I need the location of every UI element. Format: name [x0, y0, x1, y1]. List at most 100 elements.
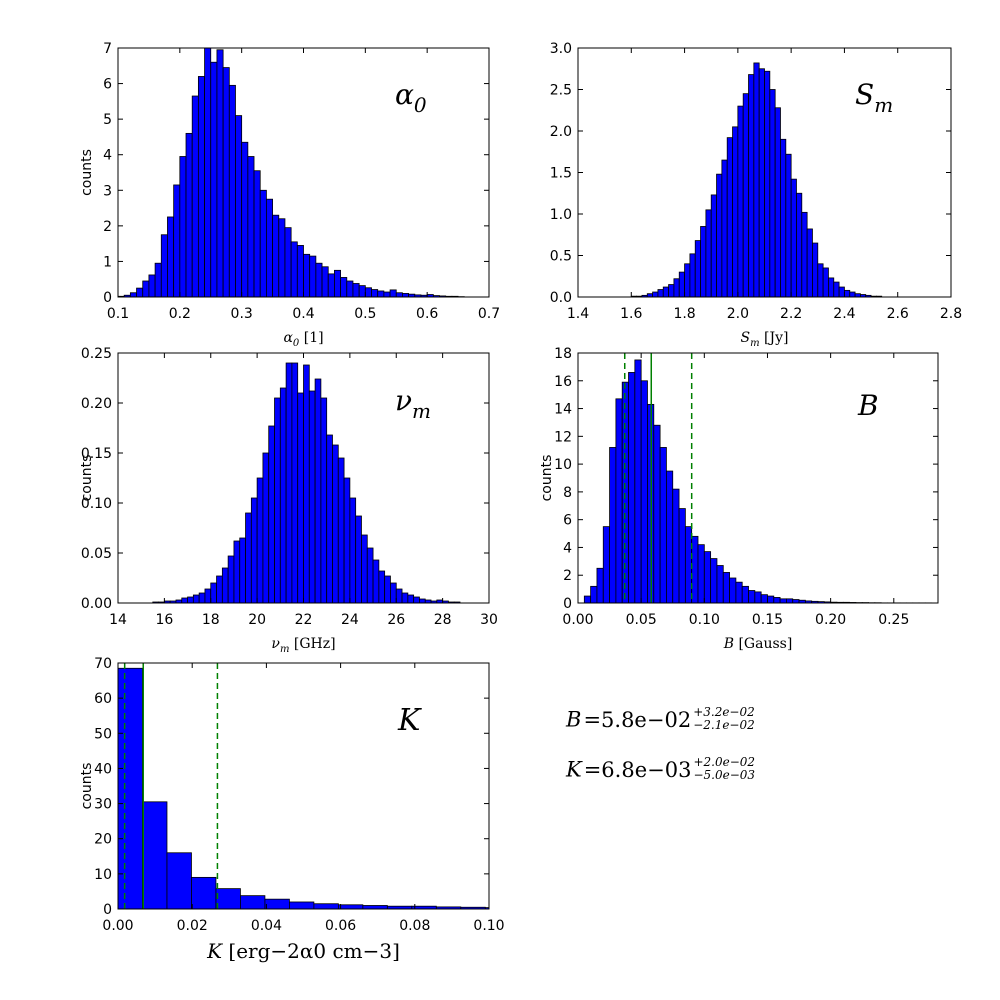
histogram-bar — [216, 575, 223, 604]
histogram-bar — [362, 905, 388, 910]
histogram-bar — [395, 292, 403, 298]
result-k-lower: −5.0e−03 — [693, 768, 756, 782]
histogram-bar — [337, 904, 364, 910]
histogram-bar — [308, 390, 316, 604]
y-tick-label: 3.0 — [550, 41, 572, 57]
histogram-bar — [245, 512, 252, 604]
histogram-bar — [326, 434, 333, 604]
x-axis-label: K [erg−2α0 cm−3] — [206, 939, 400, 963]
histogram-bar — [222, 67, 230, 298]
histogram-bar — [240, 895, 266, 910]
histogram-bar — [197, 76, 205, 298]
histogram-bar — [849, 291, 856, 298]
histogram-bar — [364, 287, 372, 298]
histogram-bar — [160, 234, 168, 298]
histogram-bar — [210, 582, 217, 604]
histogram-bar — [817, 263, 824, 298]
histogram-bar — [303, 253, 311, 298]
histogram-bar — [259, 189, 267, 298]
histogram-bar — [760, 594, 768, 604]
y-tick-label: 10 — [554, 457, 572, 473]
histogram-bar — [210, 61, 218, 298]
histogram-bar — [278, 218, 286, 298]
y-tick-label: 70 — [94, 656, 112, 672]
x-tick-label: 28 — [434, 612, 452, 628]
x-tick-label: 0.2 — [169, 306, 191, 322]
x-tick-label: 0.00 — [102, 918, 133, 934]
y-tick-label: 0 — [563, 596, 572, 612]
panel-title: B — [857, 389, 879, 422]
histogram-bar — [801, 211, 808, 298]
histogram-bar — [602, 526, 610, 604]
x-tick-label: 0.05 — [626, 612, 657, 628]
histogram-bar — [352, 283, 360, 298]
x-axis-label: Sm [Jy] — [741, 330, 789, 349]
histogram-bar — [250, 497, 258, 604]
histogram-bar — [678, 508, 686, 604]
histogram-bar — [284, 227, 292, 298]
histogram-bar — [407, 594, 415, 604]
histogram-bar — [710, 558, 718, 604]
histogram-bar — [609, 447, 617, 604]
histogram-bar — [672, 488, 680, 604]
histogram-bar — [384, 575, 391, 604]
histogram-bar — [419, 598, 426, 604]
histogram-bar — [291, 362, 299, 604]
result-b-lower: −2.1e−02 — [693, 718, 755, 732]
y-axis-label: counts — [79, 763, 95, 810]
histogram-bar — [780, 138, 787, 298]
histogram-bar — [722, 572, 730, 604]
histogram-bar — [361, 534, 368, 604]
histogram-bar — [253, 170, 261, 298]
histogram-bar — [769, 89, 776, 298]
y-tick-label: 5 — [103, 112, 112, 128]
histogram-bar — [297, 392, 304, 604]
x-tick-label: 26 — [387, 612, 405, 628]
y-tick-label: 20 — [94, 832, 112, 848]
result-k-upper: +2.0e−02 — [693, 755, 756, 769]
histogram-bar — [343, 477, 351, 604]
x-axis-label: B [Gauss] — [723, 636, 793, 652]
y-tick-label: 1.0 — [550, 207, 572, 223]
histogram-bar — [785, 153, 792, 298]
histogram-bar — [583, 595, 592, 604]
y-tick-label: 4 — [103, 148, 112, 164]
histogram-bar — [191, 95, 199, 298]
histogram-bar — [289, 901, 315, 910]
histogram-bar — [340, 277, 348, 298]
histogram-bar — [142, 801, 168, 910]
histogram-bar — [689, 253, 696, 298]
histogram-bar — [315, 262, 323, 298]
y-axis-label: counts — [79, 149, 95, 196]
y-tick-label: 1 — [103, 254, 112, 270]
axes-frame — [117, 662, 490, 910]
histogram-bar — [653, 424, 661, 604]
x-tick-label: 0.25 — [878, 612, 909, 628]
histogram-bar — [321, 266, 329, 298]
histogram-b: 0.00 0.05 0.10 0.15 0.20 0.25 0 2 4 6 8 10 12 14 16 18 c… — [539, 346, 939, 652]
histogram-bar — [272, 214, 280, 298]
y-axis-label: counts — [539, 455, 555, 502]
x-tick-label: 0.15 — [752, 612, 783, 628]
histogram-bar — [262, 452, 270, 604]
histogram-bar — [828, 277, 835, 298]
x-tick-label: 2.0 — [727, 306, 749, 322]
histogram-bar — [413, 596, 420, 604]
histogram-bar — [337, 457, 345, 604]
histogram-bar — [185, 132, 193, 298]
panel-title: K — [397, 703, 422, 738]
histogram-bar — [129, 292, 137, 298]
y-tick-label: 3 — [103, 183, 112, 199]
histogram-bar — [659, 447, 667, 604]
x-tick-label: 0.3 — [231, 306, 253, 322]
y-tick-label: 1.5 — [550, 166, 572, 182]
histogram-bar — [265, 198, 273, 298]
histogram-bar — [790, 178, 797, 298]
result-b-var: B — [566, 707, 582, 732]
y-tick-label: 0.20 — [81, 396, 112, 412]
histogram-bar — [678, 271, 685, 298]
histogram-bar — [216, 49, 224, 298]
x-tick-label: 30 — [480, 612, 498, 628]
histogram-bar — [390, 582, 397, 604]
